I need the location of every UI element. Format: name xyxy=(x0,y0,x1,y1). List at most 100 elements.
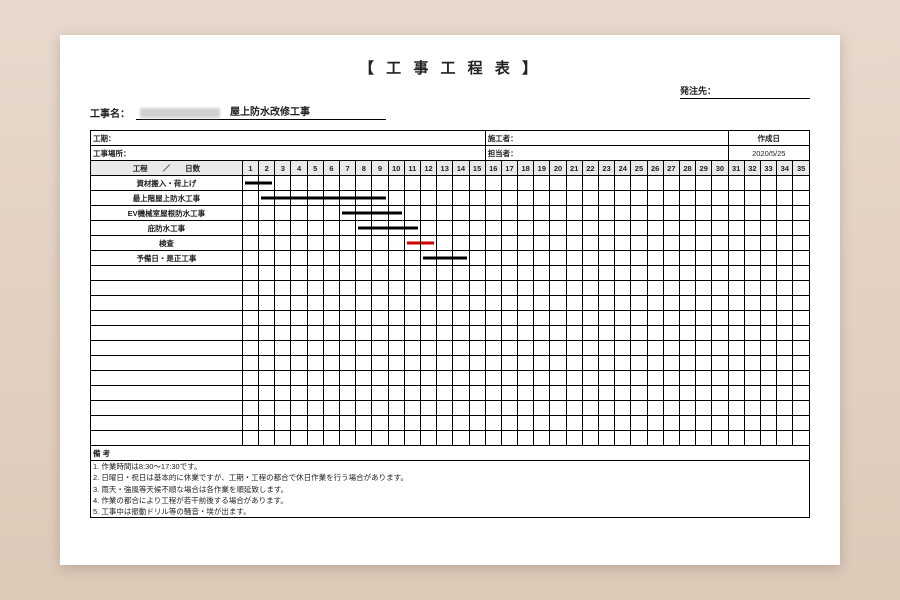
day-cell xyxy=(599,386,615,401)
day-cell xyxy=(793,221,810,236)
gantt-bar xyxy=(389,227,404,230)
day-cell xyxy=(696,266,712,281)
task-name: 最上階屋上防水工事 xyxy=(91,191,243,206)
day-cell xyxy=(453,176,469,191)
day-cell xyxy=(793,431,810,446)
day-cell xyxy=(420,416,436,431)
day-cell xyxy=(599,416,615,431)
day-cell xyxy=(420,326,436,341)
day-cell xyxy=(372,266,388,281)
day-cell xyxy=(275,431,291,446)
day-cell xyxy=(647,401,663,416)
day-cell xyxy=(242,266,258,281)
day-cell xyxy=(777,341,793,356)
day-cell xyxy=(437,326,453,341)
day-cell xyxy=(744,416,760,431)
day-cell xyxy=(242,311,258,326)
day-cell xyxy=(631,416,647,431)
day-head-24: 24 xyxy=(615,161,631,176)
task-name-empty xyxy=(91,341,243,356)
day-cell xyxy=(242,371,258,386)
day-cell xyxy=(323,401,339,416)
day-cell xyxy=(437,341,453,356)
day-cell xyxy=(744,251,760,266)
day-cell xyxy=(599,371,615,386)
day-head-16: 16 xyxy=(485,161,501,176)
day-cell xyxy=(437,311,453,326)
day-cell xyxy=(291,431,307,446)
day-cell xyxy=(356,416,372,431)
day-cell xyxy=(566,206,582,221)
notes-heading: 備 考 xyxy=(91,446,810,461)
day-cell xyxy=(679,236,695,251)
day-cell xyxy=(647,281,663,296)
day-cell xyxy=(437,296,453,311)
day-cell xyxy=(437,281,453,296)
day-cell xyxy=(356,311,372,326)
day-cell xyxy=(340,221,356,236)
day-cell xyxy=(420,191,436,206)
day-cell xyxy=(793,191,810,206)
day-cell xyxy=(647,266,663,281)
day-cell xyxy=(679,356,695,371)
gantt-bar xyxy=(407,242,420,245)
day-cell xyxy=(388,251,404,266)
day-cell xyxy=(696,221,712,236)
day-cell xyxy=(679,431,695,446)
day-cell xyxy=(291,296,307,311)
day-cell xyxy=(404,386,420,401)
day-cell xyxy=(550,296,566,311)
day-cell xyxy=(599,431,615,446)
day-cell xyxy=(275,236,291,251)
day-cell xyxy=(501,326,517,341)
day-cell xyxy=(275,401,291,416)
day-cell xyxy=(404,401,420,416)
day-cell xyxy=(599,176,615,191)
day-cell xyxy=(647,431,663,446)
day-cell xyxy=(647,206,663,221)
day-cell xyxy=(599,281,615,296)
day-cell xyxy=(388,281,404,296)
day-cell xyxy=(388,221,404,236)
day-cell xyxy=(679,416,695,431)
day-cell xyxy=(663,431,679,446)
day-cell xyxy=(615,251,631,266)
day-cell xyxy=(291,221,307,236)
day-cell xyxy=(242,341,258,356)
day-cell xyxy=(566,281,582,296)
day-cell xyxy=(777,371,793,386)
day-head-22: 22 xyxy=(582,161,598,176)
day-cell xyxy=(566,386,582,401)
day-cell xyxy=(663,251,679,266)
day-cell xyxy=(275,221,291,236)
day-cell xyxy=(469,326,485,341)
day-cell xyxy=(566,431,582,446)
day-cell xyxy=(631,386,647,401)
day-cell xyxy=(647,176,663,191)
day-head-8: 8 xyxy=(356,161,372,176)
day-cell xyxy=(340,431,356,446)
day-cell xyxy=(372,326,388,341)
day-cell xyxy=(777,296,793,311)
day-cell xyxy=(760,416,776,431)
day-cell xyxy=(437,251,453,266)
day-cell xyxy=(793,386,810,401)
day-cell xyxy=(518,206,534,221)
day-cell xyxy=(291,281,307,296)
day-cell xyxy=(323,221,339,236)
day-cell xyxy=(420,401,436,416)
day-cell xyxy=(323,236,339,251)
day-cell xyxy=(631,191,647,206)
day-cell xyxy=(420,206,436,221)
day-cell xyxy=(388,206,404,221)
day-cell xyxy=(388,416,404,431)
day-head-26: 26 xyxy=(647,161,663,176)
day-cell xyxy=(615,296,631,311)
day-cell xyxy=(793,371,810,386)
day-cell xyxy=(744,326,760,341)
day-cell xyxy=(744,311,760,326)
day-cell xyxy=(453,236,469,251)
day-cell xyxy=(356,176,372,191)
day-cell xyxy=(259,341,275,356)
day-cell xyxy=(307,281,323,296)
